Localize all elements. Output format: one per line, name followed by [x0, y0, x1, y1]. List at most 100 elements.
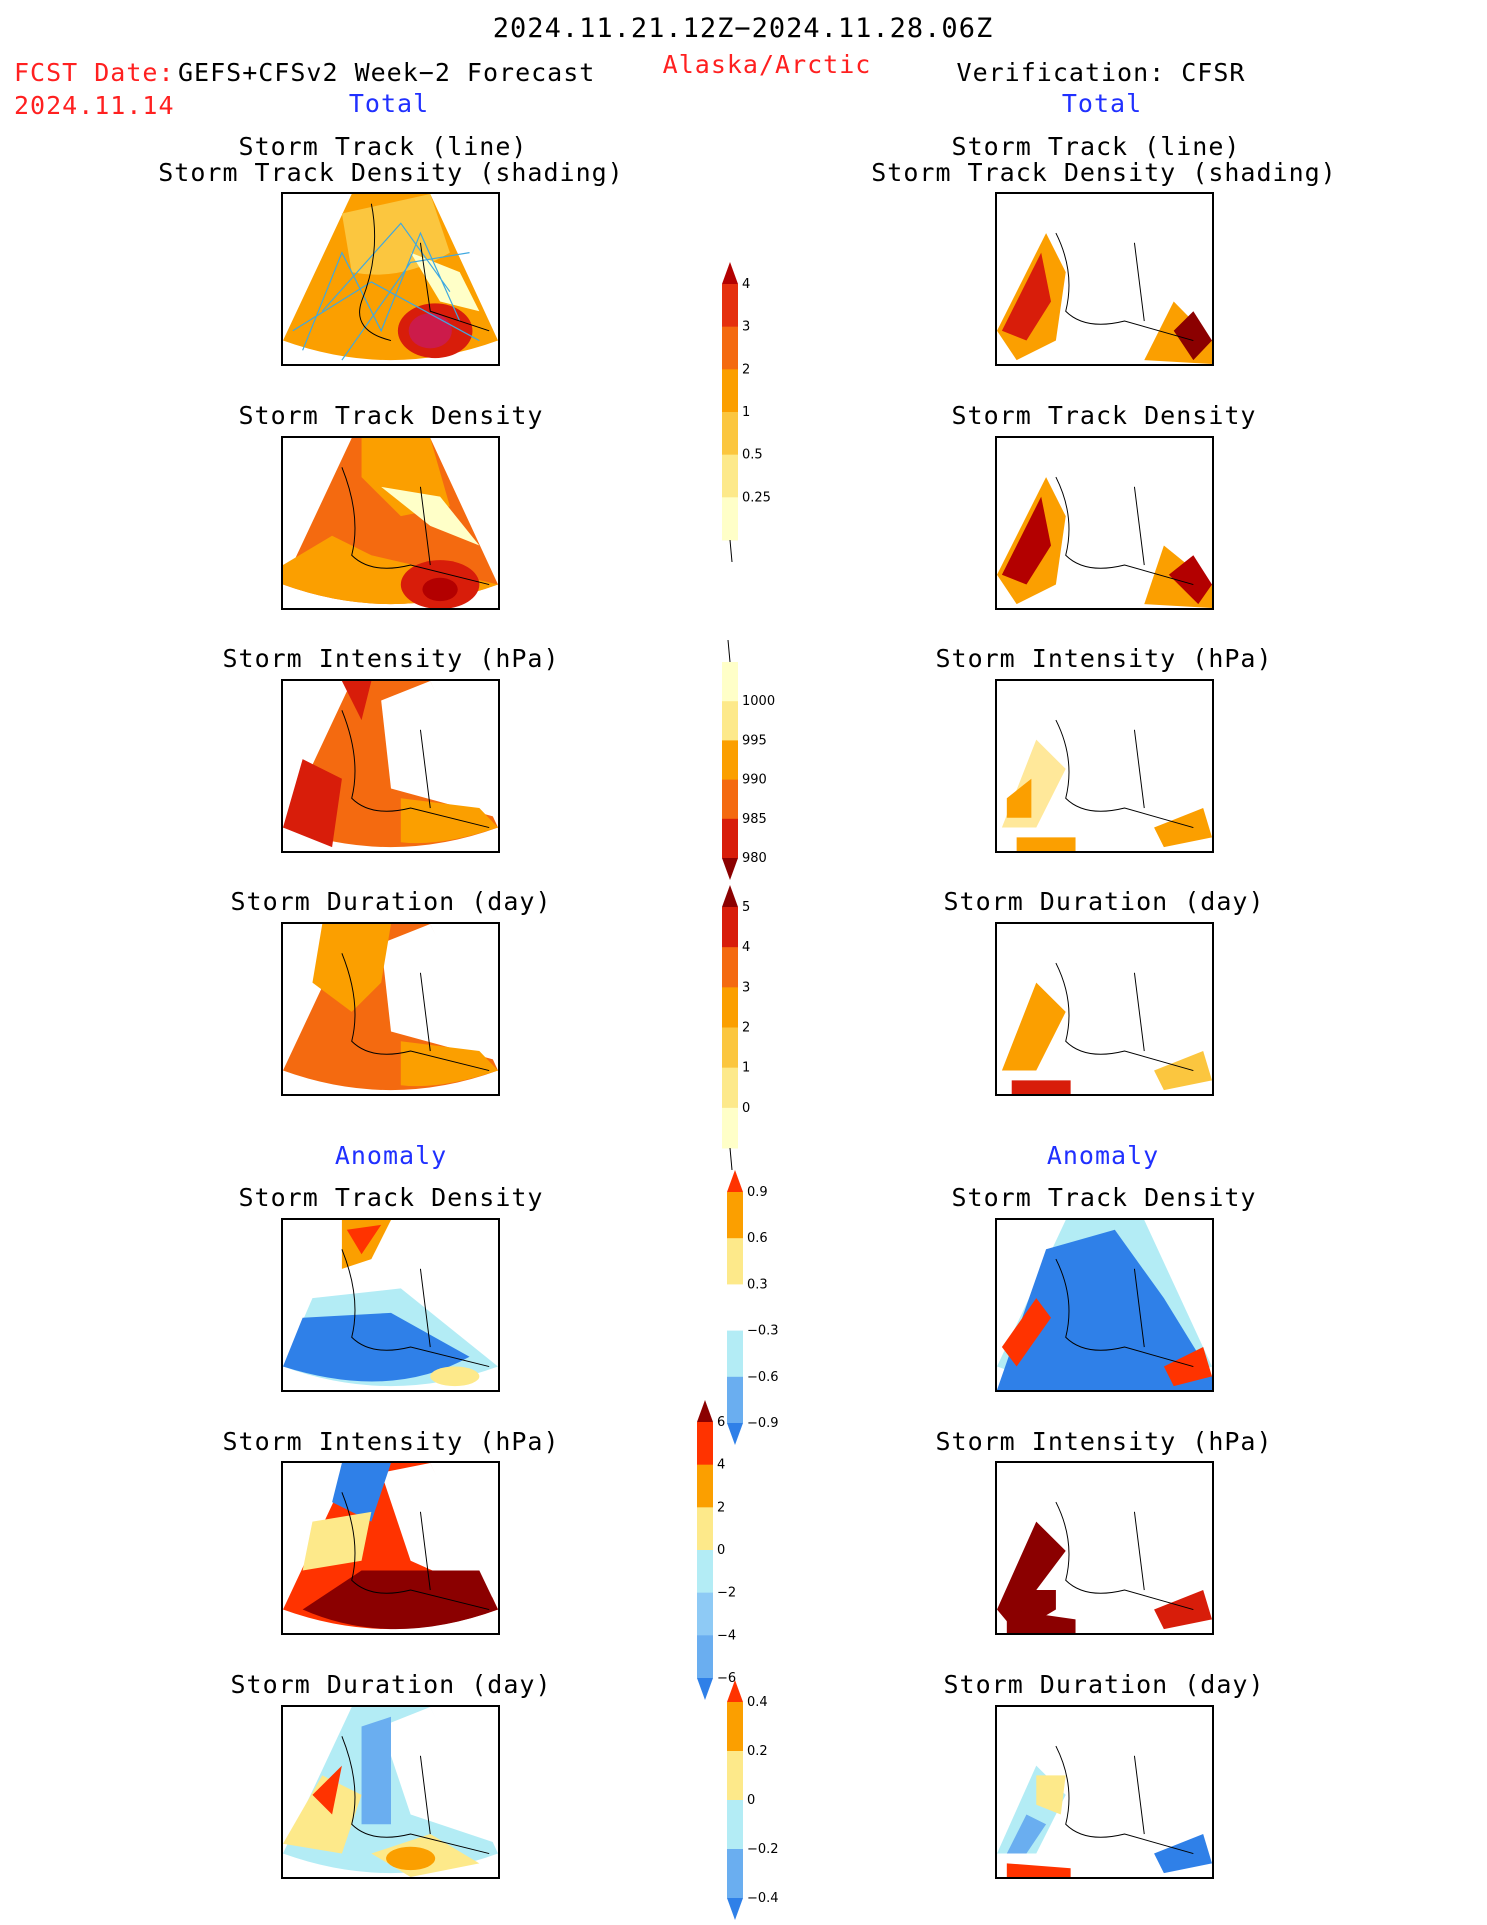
colorbar-tick-label: 0.4 [747, 1695, 768, 1710]
right-duration-title: Storm Duration (day) [943, 887, 1265, 916]
colorbar-tick-label: 0.9 [747, 1185, 768, 1200]
map-forecast-anom-intensity [281, 1461, 500, 1635]
colorbar-box [722, 1067, 738, 1109]
left-anom-intensity-title: Storm Intensity (hPa) [222, 1427, 560, 1456]
colorbar-tick-label: 6 [717, 1415, 725, 1430]
colorbar-box [727, 1330, 743, 1378]
right-density-title: Storm Track Density [951, 401, 1257, 430]
colorbar-tick-label: 2 [717, 1500, 725, 1515]
fcst-model: GEFS+CFSv2 Week−2 Forecast [178, 58, 596, 87]
colorbar-tick-label: 0 [747, 1793, 755, 1808]
map-forecast-storm-track [281, 192, 500, 366]
colorbar-bottom-triangle [727, 1898, 743, 1920]
colorbar-tick-label: −4 [717, 1628, 736, 1643]
right-anom-duration-title: Storm Duration (day) [943, 1670, 1265, 1699]
colorbar-density-total: 4 3 2 1 0.5 0.25 [720, 262, 800, 566]
colorbar-tick-label: −0.6 [747, 1370, 779, 1385]
colorbar-tick-label: 1000 [742, 694, 775, 709]
region-title: Alaska/Arctic [662, 50, 872, 79]
map-forecast-intensity [281, 679, 500, 853]
colorbar-tick-label: 3 [742, 320, 750, 335]
fcst-date: 2024.11.14 [14, 91, 175, 120]
right-track-title-2: Storm Track Density (shading) [871, 158, 1337, 187]
map-forecast-duration [281, 922, 500, 1096]
left-anom-density-title: Storm Track Density [238, 1183, 544, 1212]
map-verification-anom-density [995, 1218, 1214, 1392]
colorbar-tick-label: −0.3 [747, 1324, 779, 1339]
forecast-period: 2024.11.21.12Z−2024.11.28.06Z [492, 13, 994, 44]
colorbar-tick-label: 4 [717, 1458, 725, 1473]
colorbar-tick-label: −0.4 [747, 1891, 779, 1906]
map-verification-anom-duration [995, 1705, 1214, 1879]
colorbar-intensity-anomaly: 6 4 2 0 −2 −4 −6 [695, 1400, 775, 1704]
colorbar-box [722, 662, 738, 702]
colorbar-tick-label: 2 [742, 1021, 750, 1036]
colorbar-top-triangle [727, 1170, 743, 1192]
map-verification-anom-intensity [995, 1461, 1214, 1635]
right-track-title-1: Storm Track (line) [951, 132, 1241, 161]
colorbar-tick-label: 0.25 [742, 490, 771, 505]
colorbar-tick-label: 1 [742, 1061, 750, 1076]
colorbar-box [727, 1192, 743, 1239]
colorbar-top-triangle [697, 1400, 713, 1422]
colorbar-tick-label: −0.2 [747, 1842, 779, 1857]
colorbar-box [722, 947, 738, 988]
colorbar-tick-label: 1 [742, 405, 750, 420]
map-verification-intensity [995, 679, 1214, 853]
colorbar-top-triangle [722, 262, 738, 284]
right-intensity-title: Storm Intensity (hPa) [935, 644, 1273, 673]
colorbar-box [697, 1507, 713, 1551]
colorbar-tick-label: 0.5 [742, 448, 763, 463]
left-duration-title: Storm Duration (day) [230, 887, 552, 916]
colorbar-box [722, 1027, 738, 1069]
colorbar-tick-label: 0.2 [747, 1744, 768, 1759]
colorbar-box [722, 740, 738, 781]
colorbar-box [722, 497, 738, 541]
map-verification-duration [995, 922, 1214, 1096]
right-anom-density-title: Storm Track Density [951, 1183, 1257, 1212]
colorbar-box [697, 1635, 713, 1679]
colorbar-box [727, 1849, 743, 1899]
colorbar-tick-label: −0.9 [747, 1416, 779, 1431]
colorbar-box [697, 1422, 713, 1466]
colorbar-box [722, 326, 738, 370]
colorbar-box [722, 987, 738, 1028]
colorbar-tick-label: 0.3 [747, 1277, 768, 1292]
left-total-label: Total [348, 89, 430, 118]
left-track-title-1: Storm Track (line) [238, 132, 528, 161]
colorbar-box [727, 1284, 743, 1332]
left-intensity-title: Storm Intensity (hPa) [222, 644, 560, 673]
colorbar-tick-label: 995 [742, 733, 767, 748]
colorbar-box [727, 1751, 743, 1801]
colorbar-density-anomaly: 0.9 0.6 0.3 −0.3 −0.6 −0.9 [725, 1170, 805, 1449]
colorbar-tick-label: 0.6 [747, 1231, 768, 1246]
colorbar-duration-anomaly: 0.4 0.2 0 −0.2 −0.4 [725, 1680, 805, 1924]
colorbar-box [722, 1107, 738, 1149]
left-track-title-2: Storm Track Density (shading) [158, 158, 624, 187]
colorbar-box [727, 1376, 743, 1424]
colorbar-tick-label: −6 [717, 1671, 736, 1686]
left-density-title: Storm Track Density [238, 401, 544, 430]
colorbar-box [722, 284, 738, 328]
colorbar-tick-label: −2 [717, 1586, 736, 1601]
colorbar-box [697, 1592, 713, 1636]
colorbar-box [722, 454, 738, 498]
map-forecast-track-density [281, 436, 500, 610]
right-total-label: Total [1061, 89, 1143, 118]
left-anomaly-label: Anomaly [334, 1141, 448, 1170]
colorbar-tick-label: 4 [742, 277, 750, 292]
colorbar-duration-total: 5 4 3 2 1 0 [720, 885, 800, 1174]
colorbar-box [722, 818, 738, 859]
colorbar-bottom-triangle [697, 1678, 713, 1700]
colorbar-tick-label: 990 [742, 773, 767, 788]
map-verification-storm-track [995, 192, 1214, 366]
colorbar-tick-label: 980 [742, 851, 767, 866]
colorbar-box [722, 701, 738, 741]
right-anom-intensity-title: Storm Intensity (hPa) [935, 1427, 1273, 1456]
colorbar-box [697, 1550, 713, 1594]
verification-title: Verification: CFSR [956, 58, 1246, 87]
colorbar-box [697, 1464, 713, 1508]
colorbar-box [727, 1702, 743, 1752]
colorbar-tick-label: 0 [742, 1101, 750, 1116]
colorbar-tick-label: 0 [717, 1543, 725, 1558]
